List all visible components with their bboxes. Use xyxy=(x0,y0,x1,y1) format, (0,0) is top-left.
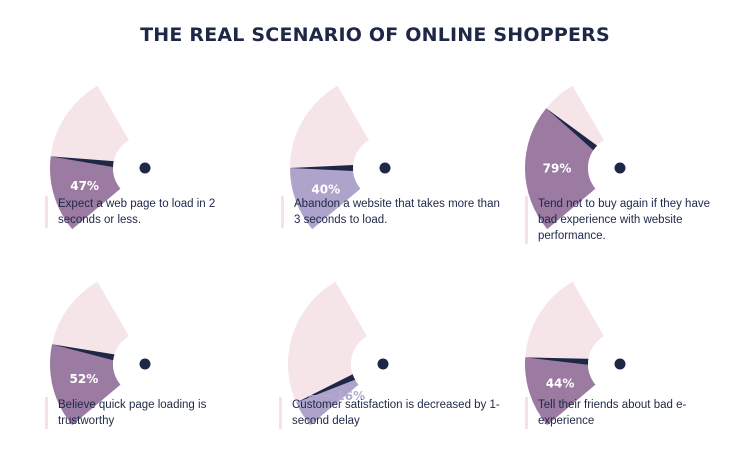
gauge-0: 47% xyxy=(50,85,177,230)
gauge-value-label: 40% xyxy=(311,183,340,197)
gauge-value-arc xyxy=(296,377,359,426)
caption-0: Expect a web page to load in 2 seconds o… xyxy=(45,196,243,228)
caption-2: Tend not to buy again if they have bad e… xyxy=(525,196,718,244)
caption-5: Tell their friends about bad e-experienc… xyxy=(525,397,718,429)
gauge-dot xyxy=(614,358,626,370)
gauge-callout-line xyxy=(303,395,333,407)
gauge-value-arc xyxy=(290,168,361,230)
gauge-2: 79% xyxy=(525,85,652,230)
gauge-value-arc xyxy=(525,108,596,230)
gauge-dot xyxy=(139,162,151,174)
gauge-value-arc xyxy=(525,357,596,426)
gauge-value-label: 47% xyxy=(70,179,99,193)
gauge-value-label: 52% xyxy=(70,372,99,386)
gauge-dot xyxy=(379,162,391,174)
gauge-3: 52% xyxy=(50,281,177,426)
caption-4: Customer satisfaction is decreased by 1-… xyxy=(279,397,517,429)
gauge-dot xyxy=(377,358,389,370)
gauge-5: 44% xyxy=(525,281,652,426)
gauge-value-arc xyxy=(50,344,121,426)
gauge-value-label: 44% xyxy=(546,376,575,390)
caption-1: Abandon a website that takes more than 3… xyxy=(281,196,509,228)
gauge-4: 16% xyxy=(288,281,415,426)
gauge-dot xyxy=(614,162,626,174)
chart-title: THE REAL SCENARIO OF ONLINE SHOPPERS xyxy=(140,24,610,46)
gauge-dot xyxy=(139,358,151,370)
gauge-value-label: 79% xyxy=(543,162,572,176)
gauge-1: 40% xyxy=(290,85,417,230)
caption-3: Believe quick page loading is trustworth… xyxy=(45,397,243,429)
gauge-value-arc xyxy=(50,156,121,230)
gauge-value-label: 16% xyxy=(336,389,365,403)
